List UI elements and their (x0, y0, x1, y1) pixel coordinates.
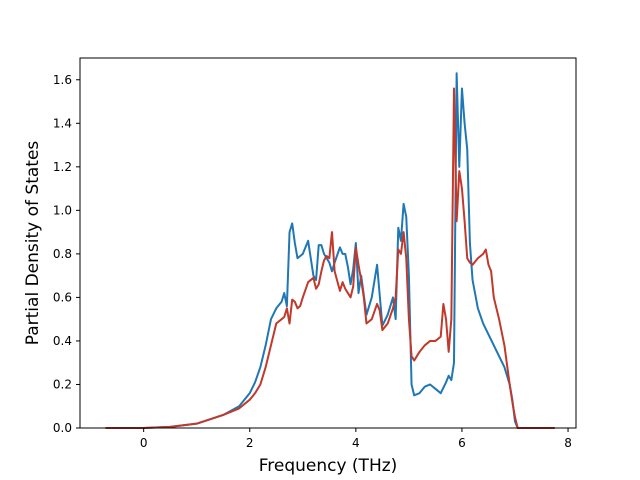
series-line-1 (105, 72, 553, 429)
y-tick-label: 1.2 (53, 160, 72, 174)
y-tick-label: 1.0 (53, 203, 72, 217)
series-line-2 (105, 87, 555, 429)
plot-frame (79, 57, 577, 429)
y-tick-label: 0.8 (53, 247, 72, 261)
y-tick-label: 1.4 (53, 116, 72, 130)
y-tick-label: 0.6 (53, 290, 72, 304)
y-tick-label: 0.0 (53, 421, 72, 435)
x-axis-ticks: 0 2 4 6 8 (140, 428, 572, 450)
y-axis-ticks: 0.0 0.2 0.4 0.6 0.8 1.0 1.2 1.4 1.6 (53, 73, 80, 435)
series-layer (105, 72, 555, 429)
x-tick-label: 0 (140, 436, 148, 450)
x-tick-label: 8 (564, 436, 572, 450)
x-tick-label: 4 (352, 436, 360, 450)
x-tick-label: 2 (246, 436, 254, 450)
y-axis-label: Partial Density of States (23, 141, 43, 346)
y-tick-label: 1.6 (53, 73, 72, 87)
x-tick-label: 6 (458, 436, 466, 450)
x-axis-label: Frequency (THz) (259, 456, 398, 476)
y-tick-label: 0.2 (53, 377, 72, 391)
y-tick-label: 0.4 (53, 334, 72, 348)
